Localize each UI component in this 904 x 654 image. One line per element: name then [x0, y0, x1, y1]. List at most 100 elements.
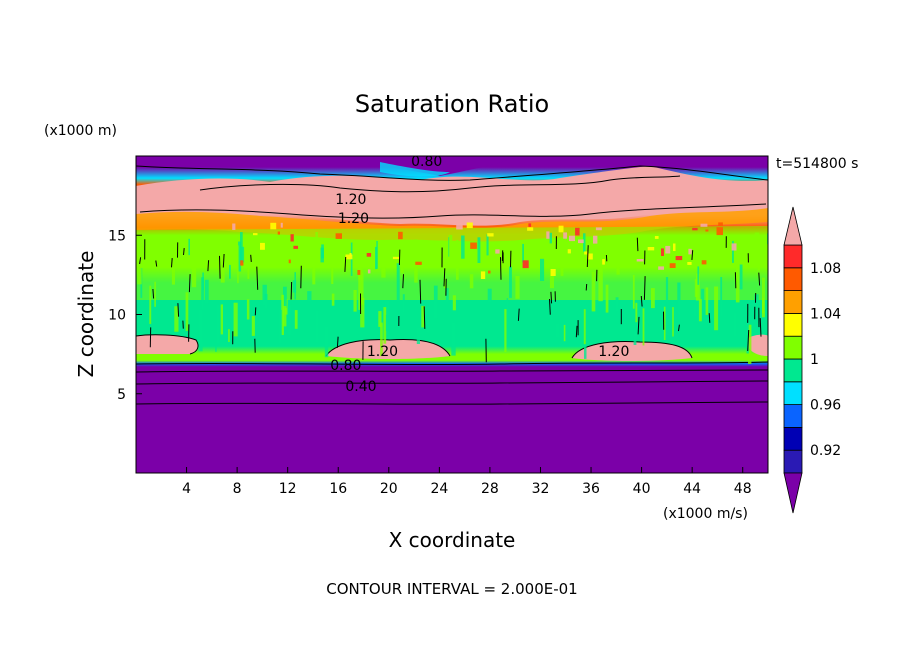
colorbar-bin [783, 312, 803, 337]
x-tick-label: 12 [279, 481, 297, 497]
contour-labels: 0.80 1.20 1.20 1.20 1.20 0.80 0.40 [330, 154, 629, 395]
lower-cloud-edge [748, 334, 768, 356]
cloud-speck [290, 234, 294, 242]
streak [315, 232, 318, 258]
streak [549, 232, 552, 244]
streak [281, 294, 284, 335]
x-axis-ticks: 4 8 12 16 20 24 28 32 36 40 44 48 [182, 467, 752, 497]
cloud-speck [595, 227, 602, 231]
streak [693, 304, 697, 316]
top-purple-bulge [330, 156, 520, 176]
streak [320, 247, 324, 263]
streak [307, 291, 312, 302]
cloud-speck [575, 227, 580, 236]
cloud-speck [470, 242, 477, 249]
streak [515, 276, 520, 299]
streak-contour [219, 255, 221, 279]
cloud-speck [335, 233, 342, 239]
cloud-speck [293, 245, 298, 249]
streak [191, 246, 195, 269]
streak [416, 327, 420, 344]
contour-label: 1.20 [598, 344, 629, 360]
streak [353, 290, 357, 312]
streak [380, 322, 383, 357]
cloud-speck [602, 259, 605, 265]
streak [456, 239, 459, 280]
streak [233, 302, 238, 337]
streak [154, 281, 156, 307]
cloud-speck [661, 248, 664, 256]
streak [292, 280, 297, 293]
streak [396, 263, 400, 301]
streak-contour [500, 257, 502, 280]
y-tick-label: 15 [108, 228, 126, 244]
streak-contour [549, 298, 551, 315]
cloud-speck [398, 231, 403, 240]
streak [294, 310, 298, 329]
cloud-speck [636, 259, 644, 262]
streak-contour [139, 257, 142, 265]
streak [735, 262, 740, 303]
streak-contour [402, 274, 404, 289]
streak-contour [419, 279, 422, 304]
contour-label: 0.80 [330, 358, 361, 374]
streak [583, 309, 586, 345]
streak [754, 232, 760, 246]
streak [633, 331, 637, 345]
cloud-speck [558, 225, 564, 233]
cloud-speck [700, 223, 708, 227]
cloud-speck [701, 260, 707, 265]
streak [583, 233, 586, 252]
streak-contour [643, 276, 646, 300]
streak [757, 258, 760, 271]
streak-contour [344, 256, 347, 272]
streak [560, 260, 564, 276]
x-axis-label: X coordinate [389, 528, 516, 552]
streak [315, 310, 319, 343]
streak [312, 266, 316, 285]
cloud-speck [357, 270, 361, 275]
streak [642, 308, 645, 346]
contour-label: 1.20 [335, 192, 366, 208]
streak [400, 243, 404, 274]
streak [632, 274, 635, 309]
streak-contour [177, 303, 180, 317]
streak-contour [254, 307, 257, 316]
x-tick-label: 36 [582, 481, 600, 497]
colorbar-bin [783, 426, 803, 451]
cloud-speck [288, 259, 291, 264]
cloud-speck [546, 231, 550, 239]
contour-line-upper-120 [139, 203, 767, 219]
streak [555, 323, 560, 338]
cloud-speck [240, 260, 244, 266]
colorbar-bin [783, 267, 803, 291]
streak-contour [640, 295, 643, 307]
streak [605, 245, 610, 265]
y-axis-units: (x1000 m) [44, 123, 117, 139]
streak [241, 246, 245, 263]
streak [487, 288, 492, 303]
plot-area: 0.80 1.20 1.20 1.20 1.20 0.80 0.40 [136, 154, 768, 473]
streak-contour [586, 245, 589, 268]
x-tick-label: 4 [182, 481, 191, 497]
cloud-speck [705, 229, 709, 232]
streak [251, 316, 255, 336]
cloud-speck [522, 260, 529, 269]
streak [563, 324, 566, 342]
streak [469, 274, 474, 289]
streak [237, 245, 239, 284]
colorbar-bin [783, 358, 803, 383]
streak [278, 310, 282, 344]
streak [762, 297, 764, 314]
streak [402, 294, 405, 313]
streak [324, 326, 329, 358]
streak-contour [575, 325, 578, 338]
streak-contour [758, 272, 761, 286]
streak-contour [585, 283, 588, 291]
streak [451, 322, 456, 356]
streak [238, 241, 242, 272]
streak-contour [759, 318, 762, 337]
contour-label: 0.80 [411, 154, 442, 170]
colorbar-bin [783, 244, 803, 269]
